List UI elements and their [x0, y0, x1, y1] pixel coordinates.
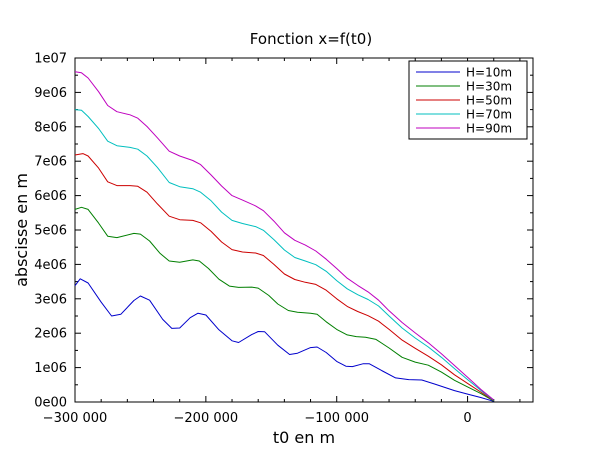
- series-line-h70m: [74, 109, 495, 401]
- legend-label: H=10m: [466, 66, 512, 80]
- legend-label: H=70m: [466, 108, 512, 122]
- legend-label: H=90m: [466, 122, 512, 136]
- legend-label: H=30m: [466, 80, 512, 94]
- series-line-h30m: [74, 206, 494, 402]
- legend-label: H=50m: [466, 94, 512, 108]
- series-line-h10m: [74, 278, 494, 402]
- x-tick-label: −200 000: [174, 411, 239, 426]
- y-tick-label: 9e06: [34, 86, 67, 101]
- y-tick-label: 8e06: [34, 120, 67, 135]
- x-tick-label: −300 000: [43, 411, 108, 426]
- y-tick-label: 5e06: [34, 224, 67, 239]
- y-tick-label: 0e00: [34, 396, 67, 411]
- y-tick-label: 4e06: [34, 258, 67, 273]
- y-tick-label: 1e06: [34, 361, 67, 376]
- x-tick-label: 0: [463, 411, 471, 426]
- y-tick-label: 6e06: [34, 189, 67, 204]
- x-tick-label: −100 000: [304, 411, 369, 426]
- y-tick-label: 7e06: [34, 155, 67, 170]
- y-tick-label: 1e07: [34, 52, 67, 67]
- chart-title: Fonction x=f(t0): [250, 30, 372, 48]
- series-line-h50m: [74, 153, 494, 402]
- series-layer: [74, 71, 495, 402]
- x-axis-title: t0 en m: [273, 428, 335, 447]
- series-line-h90m: [74, 71, 495, 401]
- ticks-layer: −300 000 −200 000 −100 000 0 0e00 1e06 2e06 3e0…: [34, 52, 533, 426]
- y-tick-label: 2e06: [34, 327, 67, 342]
- y-tick-label: 3e06: [34, 292, 67, 307]
- y-axis-title: abscisse en m: [12, 173, 31, 287]
